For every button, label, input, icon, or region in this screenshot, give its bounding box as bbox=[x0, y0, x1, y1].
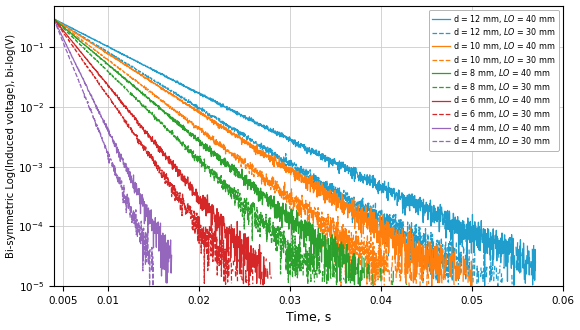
d = 12 mm, $LO$ = 30 mm bbox=[77, 33, 84, 37]
Line: d = 8 mm, $LO$ = 40 mm: d = 8 mm, $LO$ = 40 mm bbox=[53, 19, 408, 286]
Line: d = 12 mm, $LO$ = 40 mm: d = 12 mm, $LO$ = 40 mm bbox=[53, 19, 535, 285]
d = 10 mm, $LO$ = 30 mm bbox=[50, 17, 57, 21]
d = 8 mm, $LO$ = 40 mm bbox=[302, 235, 309, 239]
Line: d = 12 mm, $LO$ = 30 mm: d = 12 mm, $LO$ = 30 mm bbox=[53, 19, 534, 286]
d = 12 mm, $LO$ = 40 mm bbox=[288, 139, 295, 143]
d = 8 mm, $LO$ = 30 mm bbox=[288, 252, 295, 256]
Line: d = 10 mm, $LO$ = 40 mm: d = 10 mm, $LO$ = 40 mm bbox=[53, 19, 472, 286]
d = 10 mm, $LO$ = 40 mm bbox=[288, 166, 295, 170]
d = 6 mm, $LO$ = 40 mm bbox=[50, 16, 57, 20]
d = 4 mm, $LO$ = 40 mm bbox=[77, 71, 84, 75]
d = 12 mm, $LO$ = 30 mm bbox=[302, 176, 309, 180]
d = 4 mm, $LO$ = 30 mm bbox=[77, 82, 84, 86]
d = 8 mm, $LO$ = 30 mm bbox=[50, 17, 57, 21]
d = 6 mm, $LO$ = 30 mm bbox=[50, 17, 57, 21]
Line: d = 4 mm, $LO$ = 40 mm: d = 4 mm, $LO$ = 40 mm bbox=[53, 19, 172, 283]
d = 4 mm, $LO$ = 40 mm bbox=[50, 17, 57, 21]
Y-axis label: Bi-symmetric Log(Induced voltage), bi-log(V): Bi-symmetric Log(Induced voltage), bi-lo… bbox=[6, 34, 16, 258]
d = 12 mm, $LO$ = 40 mm bbox=[50, 17, 57, 21]
Line: d = 6 mm, $LO$ = 40 mm: d = 6 mm, $LO$ = 40 mm bbox=[53, 18, 271, 285]
d = 12 mm, $LO$ = 30 mm bbox=[288, 160, 295, 164]
d = 10 mm, $LO$ = 30 mm bbox=[288, 197, 295, 201]
d = 12 mm, $LO$ = 30 mm bbox=[50, 17, 57, 21]
d = 8 mm, $LO$ = 40 mm bbox=[288, 212, 295, 216]
d = 12 mm, $LO$ = 40 mm bbox=[302, 145, 309, 149]
d = 10 mm, $LO$ = 30 mm bbox=[77, 37, 84, 41]
Legend: d = 12 mm, $LO$ = 40 mm, d = 12 mm, $LO$ = 30 mm, d = 10 mm, $LO$ = 40 mm, d = 1: d = 12 mm, $LO$ = 40 mm, d = 12 mm, $LO$… bbox=[429, 10, 559, 150]
X-axis label: Time, s: Time, s bbox=[286, 312, 331, 324]
Line: d = 10 mm, $LO$ = 30 mm: d = 10 mm, $LO$ = 30 mm bbox=[53, 19, 475, 286]
d = 8 mm, $LO$ = 30 mm bbox=[77, 43, 84, 47]
d = 12 mm, $LO$ = 40 mm bbox=[77, 30, 84, 34]
Line: d = 8 mm, $LO$ = 30 mm: d = 8 mm, $LO$ = 30 mm bbox=[53, 19, 372, 286]
d = 10 mm, $LO$ = 40 mm bbox=[302, 182, 309, 186]
d = 6 mm, $LO$ = 40 mm bbox=[77, 49, 84, 53]
d = 12 mm, $LO$ = 40 mm bbox=[458, 223, 465, 227]
d = 10 mm, $LO$ = 40 mm bbox=[77, 34, 84, 38]
Line: d = 6 mm, $LO$ = 30 mm: d = 6 mm, $LO$ = 30 mm bbox=[53, 19, 253, 286]
d = 8 mm, $LO$ = 40 mm bbox=[77, 39, 84, 43]
d = 8 mm, $LO$ = 30 mm bbox=[303, 255, 310, 259]
d = 8 mm, $LO$ = 40 mm bbox=[50, 17, 57, 21]
d = 4 mm, $LO$ = 30 mm bbox=[50, 17, 57, 21]
d = 12 mm, $LO$ = 30 mm bbox=[459, 263, 466, 267]
d = 6 mm, $LO$ = 30 mm bbox=[77, 54, 84, 58]
Line: d = 4 mm, $LO$ = 30 mm: d = 4 mm, $LO$ = 30 mm bbox=[53, 19, 153, 286]
d = 10 mm, $LO$ = 40 mm bbox=[50, 17, 57, 21]
d = 10 mm, $LO$ = 30 mm bbox=[302, 198, 309, 202]
